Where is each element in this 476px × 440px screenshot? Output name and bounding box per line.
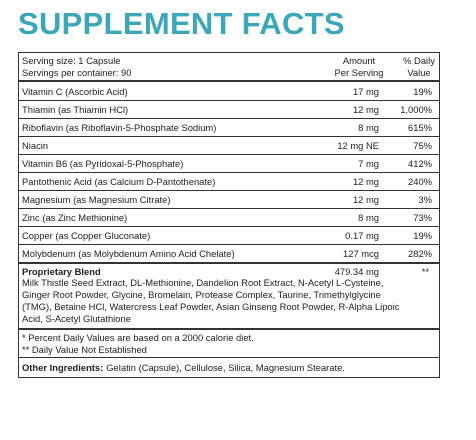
nutrient-name: Copper (as Copper Gluconate) [22, 230, 151, 241]
column-header: Per Serving [334, 67, 384, 78]
divider [19, 208, 439, 209]
divider [19, 118, 439, 119]
nutrient-amount: 12 mg [352, 176, 379, 187]
nutrient-name: Niacin [22, 140, 49, 151]
daily-value: 19% [413, 86, 432, 97]
divider [19, 226, 439, 227]
nutrient-amount: 7 mg [358, 158, 379, 169]
nutrient-amount: 0.17 mg [345, 230, 379, 241]
daily-value: 615% [408, 122, 432, 133]
footnote: * Percent Daily Values are based on a 20… [22, 332, 254, 343]
divider [19, 190, 439, 191]
nutrient-amount: 17 mg [352, 86, 379, 97]
facts-panel: Serving size: 1 Capsule Servings per cont… [18, 52, 440, 378]
daily-value: 73% [413, 212, 432, 223]
servings-per-container: Servings per container: 90 [22, 67, 132, 78]
daily-value: 19% [413, 230, 432, 241]
divider [19, 80, 439, 82]
blend-ingredients: Acid, S-Acetyl Glutathione [22, 313, 131, 324]
blend-ingredients: (TMG), Betaine HCl, Watercress Leaf Powd… [22, 301, 400, 312]
nutrient-name: Molybdenum (as Molybdenum Amino Acid Che… [22, 248, 235, 259]
nutrient-amount: 127 mcg [343, 248, 379, 259]
nutrient-name: Magnesium (as Magnesium Citrate) [22, 194, 171, 205]
daily-value: 75% [413, 140, 432, 151]
title: SUPPLEMENT FACTS [18, 6, 345, 41]
serving-size: Serving size: 1 Capsule [22, 55, 121, 66]
other-ingredients: Gelatin (Capsule), Cellulose, Silica, Ma… [106, 362, 345, 373]
blend-amount: 479.34 mg [334, 266, 379, 277]
column-header: % Daily [403, 55, 435, 66]
nutrient-amount: 12 mg [352, 194, 379, 205]
divider [19, 357, 439, 358]
blend-ingredients: Ginger Root Powder, Glycine, Bromelain, … [22, 289, 381, 300]
divider [19, 154, 439, 155]
blend-ingredients: Milk Thistle Seed Extract, DL-Methionine… [22, 277, 384, 288]
divider [19, 262, 439, 264]
blend-daily-value: ** [421, 266, 429, 277]
nutrient-name: Riboflavin (as Riboflavin-5-Phosphate So… [22, 122, 217, 133]
divider [19, 244, 439, 245]
daily-value: 412% [408, 158, 432, 169]
column-header: Value [407, 67, 431, 78]
daily-value: 1,000% [400, 104, 432, 115]
daily-value: 282% [408, 248, 432, 259]
nutrient-name: Zinc (as Zinc Methionine) [22, 212, 128, 223]
nutrient-name: Vitamin C (Ascorbic Acid) [22, 86, 128, 97]
nutrient-amount: 12 mg NE [337, 140, 379, 151]
other-ingredients-label: Other Ingredients: [22, 362, 104, 373]
nutrient-amount: 12 mg [352, 104, 379, 115]
daily-value: 240% [408, 176, 432, 187]
divider [19, 136, 439, 137]
divider [19, 328, 439, 330]
nutrient-name: Thiamin (as Thiamin HCl) [22, 104, 129, 115]
nutrient-amount: 8 mg [358, 122, 379, 133]
footnote: ** Daily Value Not Established [22, 344, 147, 355]
daily-value: 3% [418, 194, 432, 205]
column-header: Amount [342, 55, 376, 66]
nutrient-amount: 8 mg [358, 212, 379, 223]
divider [19, 172, 439, 173]
blend-name: Proprietary Blend [22, 266, 101, 277]
divider [19, 100, 439, 101]
nutrient-name: Vitamin B6 (as Pyridoxal-5-Phosphate) [22, 158, 184, 169]
nutrient-name: Pantothenic Acid (as Calcium D-Pantothen… [22, 176, 216, 187]
